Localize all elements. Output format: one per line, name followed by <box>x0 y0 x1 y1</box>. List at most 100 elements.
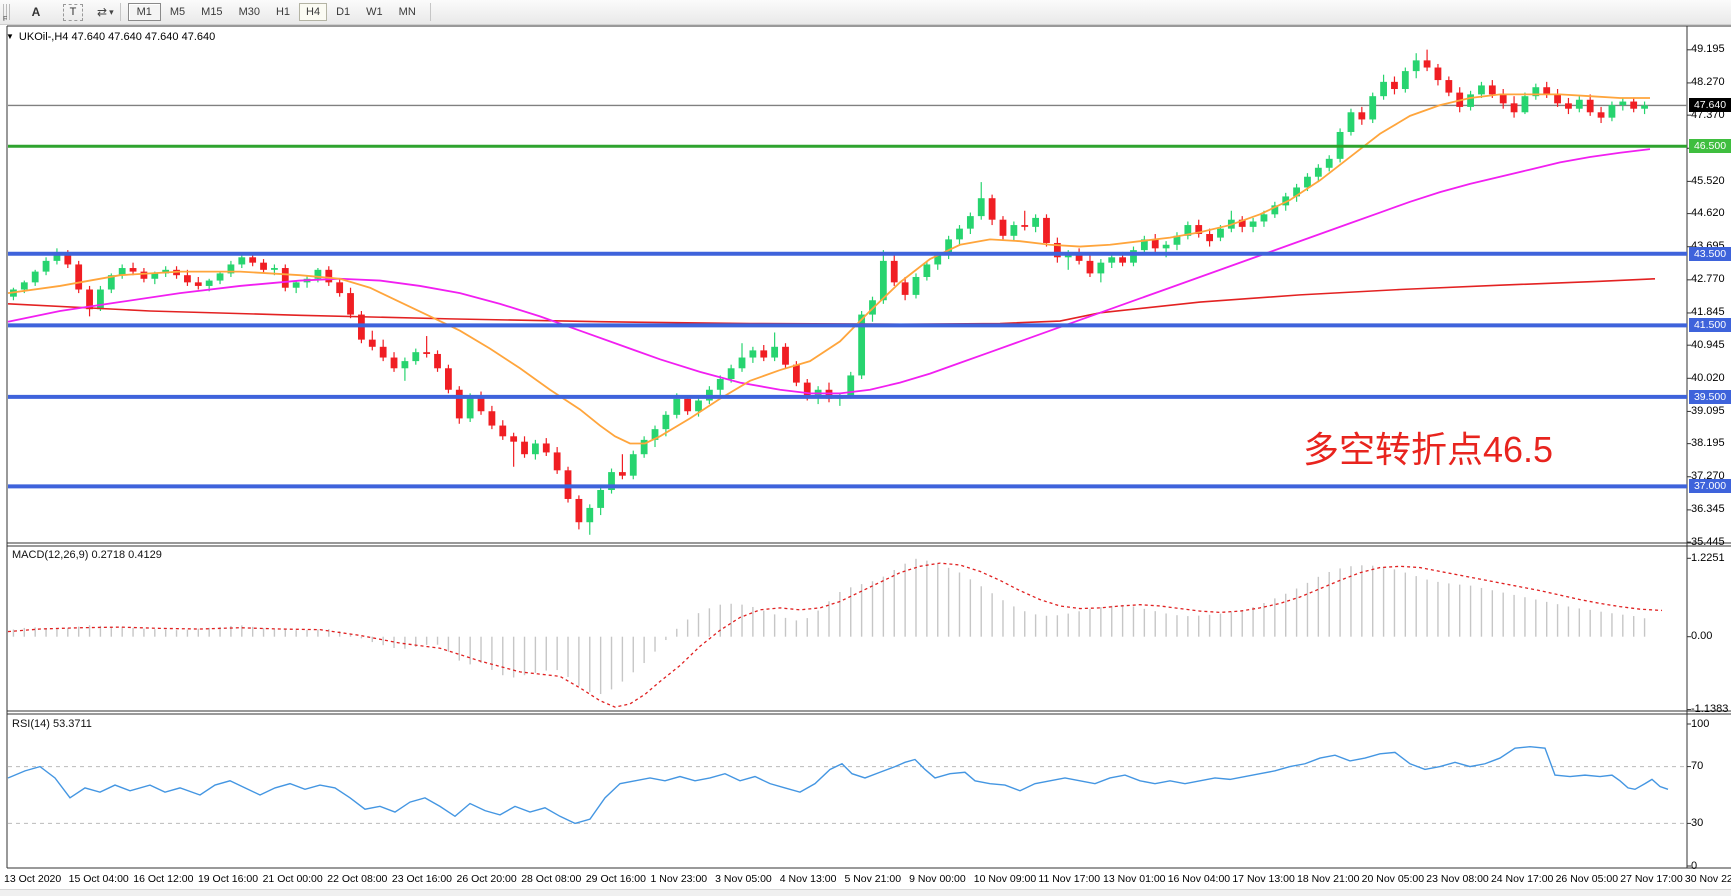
candle <box>1119 257 1127 263</box>
font-tool-icon[interactable]: A <box>31 5 41 19</box>
date-label: 16 Oct 12:00 <box>133 873 194 885</box>
macd-label: MACD(12,26,9) 0.2718 0.4129 <box>12 549 162 561</box>
candle <box>977 198 985 217</box>
date-label: 4 Nov 13:00 <box>779 873 837 885</box>
price-tick-label: 49.195 <box>1691 43 1725 56</box>
candle <box>912 276 920 295</box>
candle <box>1434 67 1442 81</box>
candle <box>216 273 224 281</box>
candle <box>477 396 485 412</box>
toolbar: F A T ⇄ ▾ M1 M5 M15 M30 H1 H4 D1 W1 MN <box>0 0 1731 25</box>
date-label: 21 Oct 00:00 <box>262 873 323 885</box>
candle <box>901 282 909 295</box>
candle <box>75 264 83 290</box>
date-label: 18 Nov 21:00 <box>1297 873 1360 885</box>
candle <box>510 436 518 442</box>
date-label: 13 Nov 01:00 <box>1103 873 1166 885</box>
candle <box>673 398 681 415</box>
candle <box>1206 234 1213 242</box>
candle <box>1521 96 1529 113</box>
candle <box>86 289 93 310</box>
timeframe-button-h1[interactable]: H1 <box>275 6 291 18</box>
candle <box>20 282 28 290</box>
candle <box>488 411 496 426</box>
timeframe-button-h4[interactable]: H4 <box>299 3 328 21</box>
candle <box>1510 103 1518 113</box>
candle <box>194 282 202 286</box>
candle <box>1184 225 1192 236</box>
window-bottom-edge <box>0 889 1731 896</box>
candle <box>1597 112 1605 118</box>
toolbar-grip-icon[interactable]: F <box>3 4 11 23</box>
candle <box>97 289 104 310</box>
candle <box>1195 225 1203 235</box>
timeframe-button-w1[interactable]: W1 <box>366 6 383 18</box>
candle <box>227 264 235 274</box>
price-tick-label: 38.195 <box>1691 437 1725 450</box>
timeframe-button-m5[interactable]: M5 <box>169 6 186 18</box>
candle <box>1314 167 1322 177</box>
candle <box>1130 250 1137 263</box>
candle <box>238 257 246 265</box>
date-label: 3 Nov 05:00 <box>715 873 772 885</box>
rsi-label: RSI(14) 53.3711 <box>12 718 92 730</box>
macd-tick-label: -1.1383 <box>1691 703 1729 716</box>
candle <box>1488 85 1496 95</box>
candle <box>1401 71 1409 90</box>
candle <box>847 375 855 396</box>
candle <box>347 293 354 315</box>
candle <box>205 280 213 286</box>
candle <box>586 507 594 523</box>
candle <box>629 454 637 476</box>
candle <box>1369 96 1377 120</box>
candle <box>879 260 887 301</box>
candle <box>597 490 605 508</box>
candle <box>999 219 1007 236</box>
candle <box>129 268 137 272</box>
timeframe-button-d1[interactable]: D1 <box>336 6 351 18</box>
candle <box>934 255 942 265</box>
candle <box>1032 217 1040 227</box>
candle <box>1554 94 1561 104</box>
candle <box>1173 235 1181 245</box>
candle <box>64 255 72 265</box>
candle <box>1630 101 1638 109</box>
date-label: 1 Nov 23:00 <box>650 873 708 885</box>
ma-mid-line[interactable] <box>7 148 1651 395</box>
annotation-text[interactable]: 多空转折点46.5 <box>1303 429 1554 470</box>
candle <box>1565 103 1572 109</box>
timeframe-button-mn[interactable]: MN <box>398 6 416 18</box>
date-label: 10 Nov 09:00 <box>973 873 1037 885</box>
candle <box>1619 101 1627 106</box>
candle <box>1043 217 1050 243</box>
arrows-tool-icon[interactable]: ⇄ <box>97 5 108 19</box>
date-label: 24 Nov 17:00 <box>1490 873 1554 885</box>
chevron-down-icon[interactable]: ▾ <box>109 6 114 17</box>
date-label: 22 Oct 08:00 <box>327 873 388 885</box>
candle <box>1391 81 1398 90</box>
dropdown-triangle-icon[interactable]: ▼ <box>6 32 14 41</box>
chart-title: ▼ UKOil-,H4 47.640 47.640 47.640 47.640 <box>6 31 216 43</box>
date-label: 11 Nov 17:00 <box>1038 873 1101 885</box>
candle <box>782 346 789 365</box>
text-tool-icon[interactable]: T <box>63 3 83 21</box>
candle <box>1021 225 1029 227</box>
date-label: 29 Oct 16:00 <box>585 873 646 885</box>
ma-slow-line[interactable] <box>7 277 1656 326</box>
ma-fast-line[interactable] <box>7 93 1650 445</box>
timeframe-button-m30[interactable]: M30 <box>238 6 260 18</box>
candle <box>618 472 626 476</box>
candle <box>260 262 267 270</box>
timeframe-button-m15[interactable]: M15 <box>201 6 223 18</box>
price-badge-41.500: 41.500 <box>1689 318 1731 333</box>
macd-tick-label: 0.00 <box>1691 630 1713 643</box>
rsi-tick-label: 100 <box>1691 717 1710 730</box>
date-label: 30 Nov 22:15 <box>1684 873 1731 885</box>
rsi-line <box>7 746 1669 825</box>
candle <box>966 216 974 229</box>
timeframe-button-m1[interactable]: M1 <box>127 3 161 21</box>
toolbar-separator <box>429 3 431 21</box>
candle <box>1010 225 1018 236</box>
price-tick-label: 48.270 <box>1691 76 1725 89</box>
